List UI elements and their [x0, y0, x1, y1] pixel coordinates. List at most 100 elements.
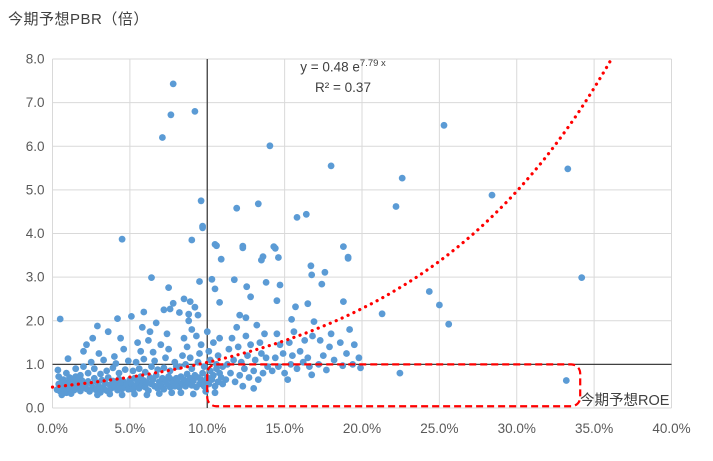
data-point [327, 330, 335, 338]
data-point [152, 319, 160, 327]
data-point [80, 363, 87, 370]
data-point [87, 358, 95, 366]
data-point [213, 242, 220, 250]
data-point [186, 354, 194, 362]
data-point [355, 354, 363, 362]
data-point [271, 354, 279, 362]
data-point [162, 354, 169, 362]
data-point [188, 365, 196, 373]
data-point [167, 111, 175, 119]
data-point [177, 389, 185, 397]
data-point [183, 343, 191, 351]
data-point [343, 350, 350, 357]
data-point [89, 334, 97, 342]
data-point [398, 174, 406, 182]
data-point [296, 347, 304, 355]
data-point [310, 318, 318, 325]
x-tick-labels: 0.0% 5.0% 10.0% 15.0% 20.0% 25.0% 30.0% 35.0% 40… [37, 421, 691, 436]
data-point [146, 328, 154, 336]
data-point [214, 352, 222, 359]
data-point [199, 369, 207, 377]
data-point [189, 377, 197, 385]
data-point [279, 350, 287, 357]
data-point [94, 322, 101, 330]
data-point [293, 214, 301, 221]
data-point [121, 366, 129, 373]
x-tick-label: 10.0% [188, 421, 226, 436]
data-point [323, 366, 330, 374]
y-tick-label: 5.0 [26, 182, 45, 197]
data-point [129, 367, 137, 375]
data-point [340, 298, 347, 305]
data-point [316, 337, 324, 344]
data-point [159, 134, 166, 141]
data-point [180, 334, 188, 342]
data-point [275, 254, 282, 261]
data-point [66, 374, 73, 381]
data-point [301, 337, 309, 344]
y-tick-label: 7.0 [26, 95, 45, 110]
data-point [165, 284, 173, 291]
data-point [100, 356, 107, 364]
data-point [247, 341, 255, 349]
data-point [259, 369, 267, 377]
data-point [120, 345, 128, 353]
data-point [273, 297, 281, 305]
data-point [256, 339, 264, 346]
data-point [261, 330, 268, 338]
data-point [75, 374, 83, 382]
data-point [309, 332, 316, 340]
data-point [210, 371, 217, 379]
x-tick-label: 35.0% [575, 421, 613, 436]
data-point [199, 224, 207, 232]
data-point [307, 262, 315, 270]
data-point [169, 80, 177, 88]
data-point [222, 376, 230, 383]
data-point [564, 165, 572, 173]
data-point [319, 352, 327, 359]
x-tick-label: 30.0% [498, 421, 536, 436]
data-point [253, 321, 261, 329]
data-point [138, 323, 146, 331]
data-point [115, 369, 123, 377]
data-point [103, 367, 111, 375]
data-point [185, 317, 193, 325]
data-point [276, 281, 284, 289]
data-point [165, 345, 173, 353]
data-point [180, 295, 188, 303]
data-point [191, 108, 199, 115]
x-tick-label: 20.0% [343, 421, 381, 436]
data-point [578, 274, 586, 281]
data-point [145, 337, 152, 344]
data-point [196, 350, 203, 357]
data-point [340, 243, 347, 251]
y-tick-label: 8.0 [26, 52, 45, 67]
data-point [236, 311, 244, 319]
data-point [396, 369, 404, 377]
data-point [59, 376, 67, 383]
data-point [188, 326, 196, 333]
data-point [149, 348, 157, 356]
equation-base: y = 0.48 e [300, 59, 360, 75]
data-point [189, 390, 197, 398]
data-point [350, 341, 358, 349]
data-point [318, 280, 326, 288]
data-point [266, 142, 274, 150]
trendline-equation: y = 0.48 e7.79 x R² = 0.37 [300, 57, 386, 99]
data-point [346, 326, 353, 333]
data-point [67, 390, 75, 397]
data-point [268, 367, 276, 375]
data-point [290, 328, 298, 336]
data-point [132, 358, 140, 366]
data-point [197, 341, 205, 349]
data-point [106, 390, 114, 398]
data-point [54, 366, 62, 374]
data-point [445, 320, 453, 328]
data-point [194, 311, 202, 319]
data-point [239, 244, 247, 252]
y-tick-label: 3.0 [26, 270, 45, 285]
data-point [488, 191, 496, 199]
y-tick-label: 2.0 [26, 313, 45, 328]
x-tick-label: 5.0% [114, 421, 145, 436]
